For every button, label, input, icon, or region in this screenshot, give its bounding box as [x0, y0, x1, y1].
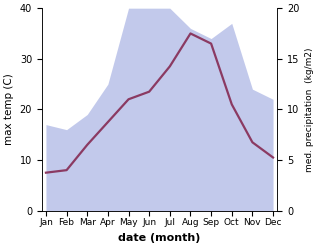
Y-axis label: max temp (C): max temp (C)	[4, 74, 14, 145]
Y-axis label: med. precipitation  (kg/m2): med. precipitation (kg/m2)	[305, 47, 314, 172]
X-axis label: date (month): date (month)	[118, 233, 201, 243]
